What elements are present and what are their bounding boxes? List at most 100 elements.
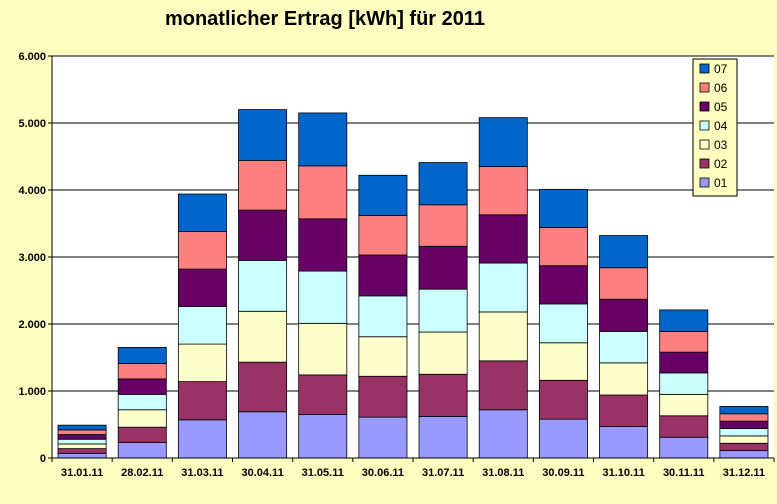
bar-31.07.11-series-07 bbox=[418, 162, 468, 206]
x-tick-label-0: 31.01.11 bbox=[61, 467, 103, 479]
legend-swatch-01 bbox=[699, 177, 710, 188]
bar-30.11.11-series-05 bbox=[659, 351, 709, 374]
legend-label-02: 02 bbox=[714, 157, 728, 171]
bar-31.08.11-series-02 bbox=[478, 360, 528, 411]
bar-30.04.11-series-06 bbox=[238, 160, 288, 211]
bar-31.08.11-series-03 bbox=[478, 311, 528, 362]
bar-28.02.11-series-06 bbox=[117, 363, 167, 380]
x-tick-label-11: 31.12.11 bbox=[723, 467, 765, 479]
bar-31.10.11-series-05 bbox=[599, 298, 649, 332]
x-tick-label-3: 30.04.11 bbox=[241, 467, 283, 479]
y-tick-label-3: 3.000 bbox=[18, 252, 46, 264]
bar-31.10.11-series-03 bbox=[599, 362, 649, 396]
x-tick-label-2: 31.03.11 bbox=[181, 467, 223, 479]
bar-30.04.11-series-01 bbox=[238, 411, 288, 459]
chart-title: monatlicher Ertrag [kWh] für 2011 bbox=[164, 8, 486, 30]
bar-30.06.11-series-03 bbox=[358, 336, 408, 377]
bar-31.03.11-series-04 bbox=[177, 306, 227, 345]
legend-label-04: 04 bbox=[714, 119, 728, 133]
bar-31.01.11-series-02 bbox=[57, 448, 107, 454]
bar-31.08.11-series-07 bbox=[478, 117, 528, 167]
bar-30.09.11-series-04 bbox=[538, 303, 588, 344]
bar-30.09.11-series-03 bbox=[538, 342, 588, 381]
legend-swatch-07 bbox=[699, 63, 710, 74]
bar-28.02.11-series-07 bbox=[117, 347, 167, 364]
x-tick-label-6: 31.07.11 bbox=[422, 467, 464, 479]
x-tick-label-4: 31.05.11 bbox=[302, 467, 344, 479]
bar-31.01.11-series-03 bbox=[57, 443, 107, 450]
bar-31.07.11-series-02 bbox=[418, 373, 468, 417]
bar-31.05.11-series-01 bbox=[298, 414, 348, 459]
bar-31.03.11-series-05 bbox=[177, 268, 227, 307]
bar-31.07.11-series-05 bbox=[418, 245, 468, 290]
axes: 0 1.000 2.000 3.000 4.000 5.000 6.000 31.01.11 2… bbox=[18, 51, 775, 479]
bar-28.02.11-series-03 bbox=[117, 409, 167, 428]
y-tick-label-2: 2.000 bbox=[18, 319, 46, 331]
bar-30.09.11-series-02 bbox=[538, 379, 588, 420]
bar-31.08.11-series-05 bbox=[478, 214, 528, 264]
bar-30.06.11-series-05 bbox=[358, 254, 408, 297]
bar-31.01.11-series-05 bbox=[57, 434, 107, 440]
y-tick-label-4: 4.000 bbox=[18, 185, 46, 197]
legend-swatch-03 bbox=[699, 139, 710, 150]
bar-31.05.11-series-04 bbox=[298, 270, 348, 324]
bar-31.01.11-series-01 bbox=[57, 452, 107, 459]
bar-30.09.11-series-01 bbox=[538, 418, 588, 459]
bar-30.11.11-series-07 bbox=[659, 309, 709, 332]
bar-31.05.11-series-03 bbox=[298, 322, 348, 376]
bar-31.03.11-series-06 bbox=[177, 231, 227, 270]
legend-label-03: 03 bbox=[714, 138, 728, 152]
bar-30.04.11-series-05 bbox=[238, 209, 288, 261]
bar-31.05.11-series-06 bbox=[298, 165, 348, 220]
bar-28.02.11-series-05 bbox=[117, 378, 167, 395]
bar-31.07.11-series-06 bbox=[418, 204, 468, 247]
bar-30.06.11-series-01 bbox=[358, 416, 408, 459]
y-tick-label-0: 0 bbox=[40, 453, 46, 465]
bar-31.03.11-series-07 bbox=[177, 193, 227, 232]
bar-31.12.11-series-06 bbox=[719, 413, 769, 422]
bar-30.04.11-series-03 bbox=[238, 310, 288, 363]
bar-30.06.11-series-02 bbox=[358, 375, 408, 418]
bar-30.06.11-series-07 bbox=[358, 174, 408, 216]
bar-30.06.11-series-06 bbox=[358, 215, 408, 256]
legend-label-07: 07 bbox=[714, 62, 728, 76]
bar-30.09.11-series-05 bbox=[538, 265, 588, 305]
bar-30.11.11-series-01 bbox=[659, 436, 709, 459]
bar-31.05.11-series-02 bbox=[298, 374, 348, 415]
bar-31.12.11-series-01 bbox=[719, 450, 769, 459]
bar-30.04.11-series-04 bbox=[238, 259, 288, 312]
bar-31.05.11-series-05 bbox=[298, 218, 348, 272]
bar-30.09.11-series-07 bbox=[538, 188, 588, 228]
bar-31.01.11-series-06 bbox=[57, 429, 107, 435]
legend-swatch-06 bbox=[699, 82, 710, 93]
bars-group bbox=[57, 109, 769, 459]
legend-swatch-05 bbox=[699, 101, 710, 112]
bar-30.11.11-series-06 bbox=[659, 330, 709, 353]
bar-31.01.11-series-04 bbox=[57, 438, 107, 445]
bar-31.03.11-series-01 bbox=[177, 419, 227, 459]
bar-31.12.11-series-04 bbox=[719, 428, 769, 437]
bar-28.02.11-series-01 bbox=[117, 442, 167, 459]
bar-31.03.11-series-02 bbox=[177, 381, 227, 421]
y-tick-label-1: 1.000 bbox=[18, 386, 46, 398]
bar-28.02.11-series-02 bbox=[117, 426, 167, 443]
bar-31.12.11-series-07 bbox=[719, 406, 769, 415]
bar-31.10.11-series-02 bbox=[599, 394, 649, 427]
bar-30.06.11-series-04 bbox=[358, 295, 408, 338]
bar-31.03.11-series-03 bbox=[177, 343, 227, 383]
legend-swatch-02 bbox=[699, 158, 710, 169]
bar-31.05.11-series-07 bbox=[298, 112, 348, 167]
bar-31.12.11-series-02 bbox=[719, 442, 769, 452]
y-tick-label-5: 5.000 bbox=[18, 118, 46, 130]
bar-30.04.11-series-02 bbox=[238, 361, 288, 413]
legend-label-01: 01 bbox=[714, 176, 728, 190]
bar-31.07.11-series-03 bbox=[418, 331, 468, 375]
bar-30.04.11-series-07 bbox=[238, 109, 288, 161]
y-tick-label-6: 6.000 bbox=[18, 51, 46, 63]
bar-30.09.11-series-06 bbox=[538, 227, 588, 267]
legend-swatch-04 bbox=[699, 120, 710, 131]
bar-30.11.11-series-02 bbox=[659, 415, 709, 438]
bar-31.08.11-series-04 bbox=[478, 262, 528, 313]
